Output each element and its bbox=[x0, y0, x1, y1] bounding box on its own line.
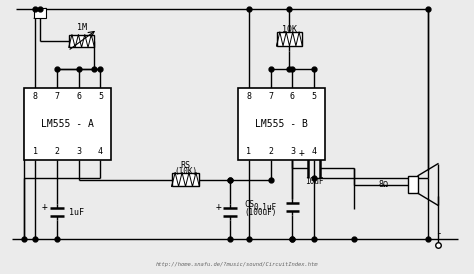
Bar bbox=[277, 32, 302, 46]
Text: (100uF): (100uF) bbox=[244, 208, 276, 217]
Text: +: + bbox=[215, 202, 221, 212]
Bar bbox=[24, 89, 111, 160]
Text: http://home.snafu.de/?music/sound/CircuitIndex.htm: http://home.snafu.de/?music/sound/Circui… bbox=[156, 262, 318, 267]
Text: 3: 3 bbox=[76, 147, 81, 156]
Text: LM555 - A: LM555 - A bbox=[41, 119, 94, 129]
Text: 7: 7 bbox=[268, 92, 273, 101]
Text: 10uF: 10uF bbox=[305, 177, 323, 186]
Text: 1: 1 bbox=[33, 147, 37, 156]
Bar bbox=[69, 35, 94, 47]
Text: 5: 5 bbox=[312, 92, 317, 101]
Text: 2: 2 bbox=[55, 147, 59, 156]
Text: 8: 8 bbox=[33, 92, 37, 101]
Text: 6: 6 bbox=[76, 92, 81, 101]
Text: CS: CS bbox=[244, 200, 254, 209]
Text: LM555 - B: LM555 - B bbox=[255, 119, 308, 129]
Text: 10K: 10K bbox=[282, 25, 297, 34]
Text: +: + bbox=[299, 148, 304, 158]
Text: 6: 6 bbox=[290, 92, 295, 101]
Bar bbox=[238, 89, 325, 160]
Text: -: - bbox=[435, 228, 441, 238]
Text: 5: 5 bbox=[98, 92, 103, 101]
Text: 4: 4 bbox=[98, 147, 103, 156]
Text: 3: 3 bbox=[290, 147, 295, 156]
Text: +: + bbox=[42, 202, 48, 212]
Text: 4: 4 bbox=[312, 147, 317, 156]
Text: 8: 8 bbox=[246, 92, 251, 101]
Bar bbox=[172, 173, 200, 187]
Text: RS: RS bbox=[181, 161, 191, 170]
Text: 1uF: 1uF bbox=[69, 208, 84, 217]
Text: (10K): (10K) bbox=[174, 167, 197, 176]
Text: 1: 1 bbox=[246, 147, 251, 156]
Bar bbox=[34, 8, 46, 18]
Text: 1M: 1M bbox=[77, 23, 87, 32]
Text: 7: 7 bbox=[55, 92, 59, 101]
Bar bbox=[408, 176, 418, 193]
Text: 0.1uF: 0.1uF bbox=[254, 203, 277, 212]
Text: 8Ω: 8Ω bbox=[379, 180, 389, 189]
Text: 2: 2 bbox=[268, 147, 273, 156]
